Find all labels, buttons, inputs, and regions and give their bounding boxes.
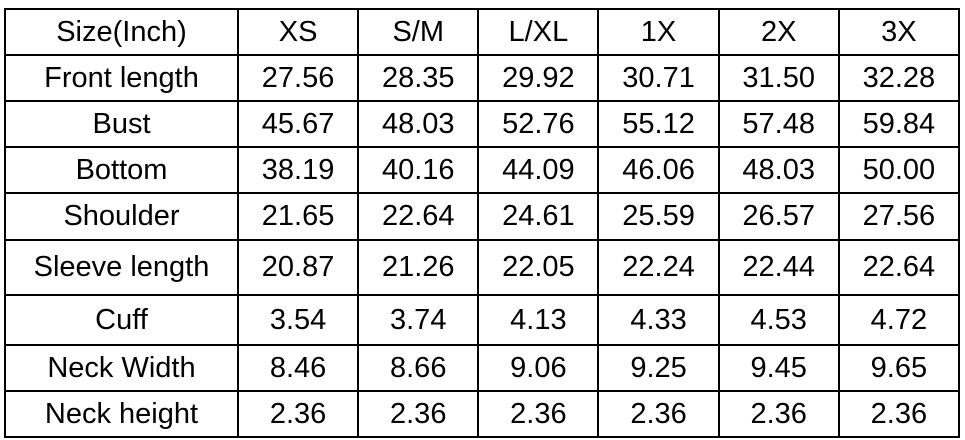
cell: 48.03 (717, 146, 840, 194)
cell: 22.24 (597, 239, 720, 296)
table-row: Front length 27.56 28.35 29.92 30.71 31.50 32.… (4, 54, 961, 102)
cell: 22.64 (837, 239, 961, 296)
cell: 32.28 (837, 54, 961, 102)
row-label: Front length (4, 54, 239, 102)
table-row: Cuff 3.54 3.74 4.13 4.33 4.53 4.72 (4, 294, 961, 346)
cell: 2.36 (837, 390, 961, 438)
cell: 57.48 (717, 100, 840, 148)
cell: 2.36 (357, 390, 480, 438)
cell: 44.09 (477, 146, 600, 194)
size-table: Size(Inch) XS S/M L/XL 1X 2X 3X Front length 27.… (4, 8, 961, 438)
cell: XS (236, 8, 360, 56)
cell: 45.67 (236, 100, 360, 148)
cell: 27.56 (236, 54, 360, 102)
cell: 31.50 (717, 54, 840, 102)
cell: 21.26 (357, 239, 480, 296)
header-row: Size(Inch) XS S/M L/XL 1X 2X 3X (4, 8, 961, 56)
row-label: Shoulder (4, 192, 239, 241)
cell: 2.36 (236, 390, 360, 438)
cell: 3X (837, 8, 961, 56)
cell: 2.36 (717, 390, 840, 438)
cell: 4.33 (597, 294, 720, 346)
table-row: Sleeve length 20.87 21.26 22.05 22.24 22.44 22… (4, 239, 961, 296)
cell: 8.66 (357, 344, 480, 392)
row-label: Neck Width (4, 344, 239, 392)
cell: 21.65 (236, 192, 360, 241)
cell: 2X (717, 8, 840, 56)
row-label: Bust (4, 100, 239, 148)
cell: 20.87 (236, 239, 360, 296)
row-label: Size(Inch) (4, 8, 239, 56)
cell: 52.76 (477, 100, 600, 148)
cell: 2.36 (597, 390, 720, 438)
cell: 59.84 (837, 100, 961, 148)
cell: 9.65 (837, 344, 961, 392)
table-row: Shoulder 21.65 22.64 24.61 25.59 26.57 27.56 (4, 192, 961, 241)
cell: 50.00 (837, 146, 961, 194)
table-row: Neck height 2.36 2.36 2.36 2.36 2.36 2.36 (4, 390, 961, 438)
table-row: Neck Width 8.46 8.66 9.06 9.25 9.45 9.65 (4, 344, 961, 392)
cell: 4.53 (717, 294, 840, 346)
cell: 9.06 (477, 344, 600, 392)
cell: 3.74 (357, 294, 480, 346)
cell: 29.92 (477, 54, 600, 102)
cell: 55.12 (597, 100, 720, 148)
cell: 25.59 (597, 192, 720, 241)
cell: 9.25 (597, 344, 720, 392)
cell: 1X (597, 8, 720, 56)
cell: 22.05 (477, 239, 600, 296)
row-label: Neck height (4, 390, 239, 438)
cell: 4.13 (477, 294, 600, 346)
cell: 9.45 (717, 344, 840, 392)
table-row: Bust 45.67 48.03 52.76 55.12 57.48 59.84 (4, 100, 961, 148)
table-row: Bottom 38.19 40.16 44.09 46.06 48.03 50.00 (4, 146, 961, 194)
cell: 40.16 (357, 146, 480, 194)
row-label: Cuff (4, 294, 239, 346)
cell: 22.64 (357, 192, 480, 241)
cell: 27.56 (837, 192, 961, 241)
cell: 30.71 (597, 54, 720, 102)
cell: 38.19 (236, 146, 360, 194)
cell: 46.06 (597, 146, 720, 194)
row-label: Bottom (4, 146, 239, 194)
cell: 2.36 (477, 390, 600, 438)
row-label: Sleeve length (4, 239, 239, 296)
cell: 3.54 (236, 294, 360, 346)
cell: 8.46 (236, 344, 360, 392)
cell: 28.35 (357, 54, 480, 102)
cell: 24.61 (477, 192, 600, 241)
cell: 26.57 (717, 192, 840, 241)
cell: 48.03 (357, 100, 480, 148)
cell: L/XL (477, 8, 600, 56)
cell: S/M (357, 8, 480, 56)
cell: 22.44 (717, 239, 840, 296)
cell: 4.72 (837, 294, 961, 346)
